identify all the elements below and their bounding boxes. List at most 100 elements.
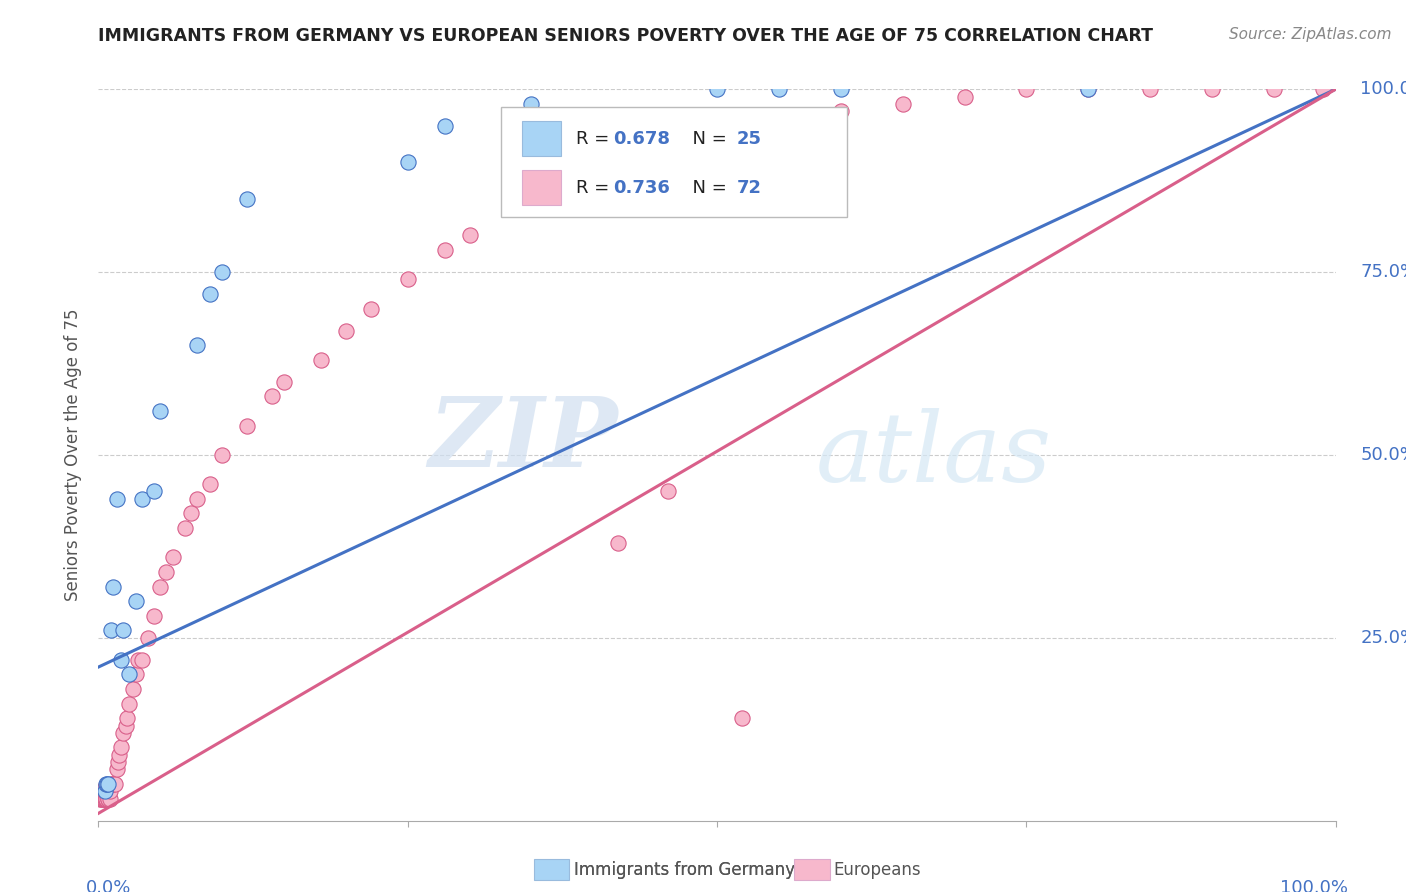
- Point: [94, 791, 117, 805]
- Point: [122, 681, 145, 696]
- Text: 0.678: 0.678: [613, 130, 671, 148]
- Point: [97, 791, 120, 805]
- Text: R =: R =: [576, 179, 614, 197]
- Point: [557, 178, 579, 192]
- Point: [112, 726, 135, 740]
- Point: [830, 104, 852, 119]
- Text: 72: 72: [737, 179, 762, 197]
- Point: [103, 777, 125, 791]
- Text: 50.0%: 50.0%: [1361, 446, 1406, 464]
- Point: [143, 608, 166, 623]
- Point: [681, 126, 703, 140]
- Point: [520, 96, 543, 111]
- Point: [89, 791, 111, 805]
- Bar: [522, 170, 561, 205]
- Point: [103, 777, 125, 791]
- Point: [90, 791, 112, 805]
- Point: [396, 272, 419, 286]
- Point: [335, 324, 357, 338]
- Point: [1201, 82, 1223, 96]
- Point: [107, 755, 129, 769]
- Point: [96, 777, 118, 791]
- Point: [94, 784, 117, 798]
- Point: [1015, 82, 1038, 96]
- Point: [891, 96, 914, 111]
- Point: [1077, 82, 1099, 96]
- Point: [97, 777, 120, 791]
- Text: Europeans: Europeans: [834, 861, 921, 879]
- Point: [127, 653, 149, 667]
- Point: [115, 711, 138, 725]
- Point: [118, 667, 141, 681]
- Point: [90, 784, 112, 798]
- Point: [706, 112, 728, 126]
- Point: [136, 631, 159, 645]
- Point: [105, 491, 128, 506]
- Point: [520, 199, 543, 213]
- Point: [103, 580, 125, 594]
- Text: 25: 25: [737, 130, 762, 148]
- Point: [110, 740, 132, 755]
- Point: [91, 791, 114, 805]
- Text: R =: R =: [576, 130, 614, 148]
- Point: [96, 791, 118, 805]
- Point: [131, 491, 153, 506]
- Point: [100, 777, 122, 791]
- Point: [644, 141, 666, 155]
- Point: [110, 653, 132, 667]
- Text: 100.0%: 100.0%: [1279, 880, 1348, 892]
- Point: [236, 418, 259, 433]
- Text: 25.0%: 25.0%: [1361, 629, 1406, 647]
- Point: [731, 711, 754, 725]
- Point: [1263, 82, 1285, 96]
- Point: [309, 352, 332, 367]
- Text: 0.0%: 0.0%: [86, 880, 131, 892]
- Point: [155, 565, 177, 579]
- Point: [198, 287, 221, 301]
- Point: [124, 594, 146, 608]
- Point: [433, 119, 456, 133]
- Point: [93, 784, 115, 798]
- Point: [112, 624, 135, 638]
- FancyBboxPatch shape: [501, 108, 846, 218]
- Point: [1312, 82, 1334, 96]
- Point: [830, 82, 852, 96]
- Point: [114, 718, 136, 732]
- Point: [1077, 82, 1099, 96]
- Point: [100, 624, 122, 638]
- Point: [118, 697, 141, 711]
- Text: N =: N =: [681, 179, 733, 197]
- Text: ZIP: ZIP: [429, 393, 619, 487]
- Point: [108, 747, 131, 762]
- Point: [607, 535, 630, 549]
- Bar: [522, 121, 561, 156]
- Point: [97, 791, 120, 805]
- Point: [273, 375, 295, 389]
- Point: [360, 301, 382, 316]
- Point: [162, 550, 184, 565]
- Point: [198, 477, 221, 491]
- Point: [98, 791, 121, 805]
- Point: [94, 777, 117, 791]
- Point: [180, 507, 202, 521]
- Point: [131, 653, 153, 667]
- Point: [105, 763, 128, 777]
- Point: [433, 243, 456, 257]
- Point: [768, 82, 790, 96]
- Point: [706, 82, 728, 96]
- Point: [186, 491, 208, 506]
- Point: [124, 667, 146, 681]
- Point: [91, 791, 114, 805]
- Point: [582, 169, 605, 184]
- Point: [174, 521, 197, 535]
- Text: atlas: atlas: [815, 408, 1052, 502]
- Point: [236, 192, 259, 206]
- Point: [97, 784, 120, 798]
- Point: [211, 265, 233, 279]
- Y-axis label: Seniors Poverty Over the Age of 75: Seniors Poverty Over the Age of 75: [65, 309, 83, 601]
- Text: Immigrants from Germany: Immigrants from Germany: [574, 861, 794, 879]
- Point: [953, 89, 976, 103]
- Point: [186, 338, 208, 352]
- Text: N =: N =: [681, 130, 733, 148]
- Point: [98, 784, 121, 798]
